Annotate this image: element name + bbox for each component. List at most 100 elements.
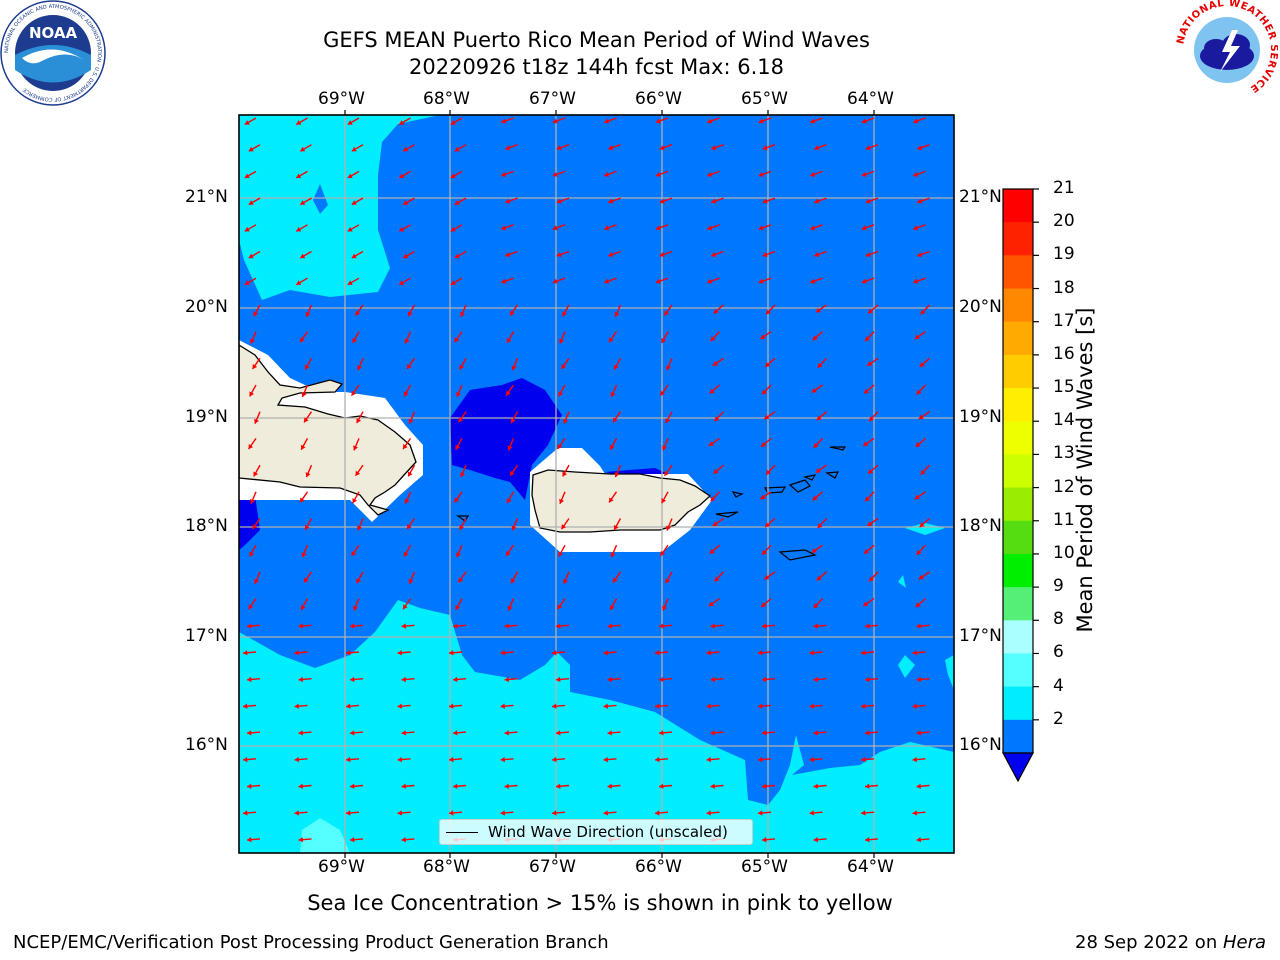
cyan-region-northwest [239, 115, 440, 300]
wind-arrow-head [762, 389, 767, 395]
wind-arrow-head [249, 391, 255, 397]
wind-arrow-head [296, 120, 302, 125]
wind-arrow-head [659, 730, 664, 736]
wind-arrow-head [711, 145, 717, 151]
wind-arrow-head [351, 200, 357, 205]
wind-arrow-head [865, 676, 870, 683]
wind-arrow-head [865, 496, 870, 502]
wind-arrow-head [305, 311, 311, 317]
wind-arrow-head [762, 730, 767, 736]
legend-label: Wind Wave Direction (unscaled) [488, 823, 728, 841]
lat-label-right-20n: 20°N [959, 297, 1002, 317]
wind-arrow-head [356, 418, 362, 424]
lon-label-bottom-67w: 67°W [529, 857, 576, 877]
wind-arrow-head [919, 522, 925, 528]
wind-arrow-head [350, 836, 355, 843]
wind-arrow-head [709, 388, 715, 394]
wind-arrow-head [711, 251, 717, 258]
lon-label-top-68w: 68°W [423, 89, 470, 109]
wind-arrow-head [298, 730, 303, 736]
wind-arrow-head [610, 392, 616, 397]
wind-arrow-head [915, 442, 921, 447]
wind-arrow-head [460, 311, 466, 317]
wind-arrow-head [296, 280, 302, 285]
wind-arrow-head [609, 604, 615, 610]
colorbar-band [1003, 587, 1033, 621]
wind-arrow-head [301, 392, 307, 397]
wind-arrow-head [403, 253, 409, 259]
wind-arrow-head [916, 783, 921, 789]
lat-label-left-18n: 18°N [185, 516, 228, 536]
wind-arrow-head [614, 311, 620, 317]
lon-label-top-64w: 64°W [847, 89, 894, 109]
wind-arrow-head [454, 253, 460, 259]
wind-wave-direction-arrows [242, 117, 931, 843]
wind-arrow-head [294, 703, 299, 709]
wind-arrow-head [453, 783, 458, 789]
cyan-patch-east-2 [898, 575, 906, 588]
colorbar-tick-label: 21 [1053, 178, 1075, 198]
wind-arrow-head [814, 145, 820, 151]
wind-arrow-head [401, 623, 406, 629]
wind-arrow-head [244, 120, 250, 125]
wind-arrow-head [504, 730, 509, 736]
wind-arrow-head [810, 278, 816, 284]
wind-arrow-head [864, 548, 870, 554]
wind-arrow-head [603, 650, 608, 656]
wind-arrow-head [500, 756, 505, 763]
wind-arrow-head [714, 416, 720, 422]
wind-arrow-head [655, 703, 660, 709]
wind-arrow-head [912, 650, 917, 656]
colorbar-band [1003, 222, 1033, 256]
wind-arrow-head [300, 337, 305, 343]
wind-arrow-head [294, 810, 299, 816]
wind-arrow-head [562, 471, 568, 477]
wind-arrow-head [810, 225, 816, 231]
wind-arrow-head [556, 623, 561, 629]
wind-arrow-head [350, 623, 355, 629]
wind-arrow-head [913, 118, 919, 124]
wind-arrow-head [505, 251, 511, 258]
wind-arrow-head [706, 810, 711, 816]
wind-arrow-head [254, 418, 260, 424]
wind-arrow-head [766, 309, 771, 315]
wind-arrow-head [500, 650, 505, 656]
wind-arrow-head [353, 445, 359, 451]
wind-arrow-head [501, 171, 507, 177]
wind-arrow-head [707, 171, 713, 177]
wind-arrow-head [454, 200, 460, 205]
colorbar-tick-label: 11 [1053, 509, 1075, 530]
wind-arrow-head [350, 676, 355, 683]
dark-blue-region-west [239, 490, 260, 550]
wind-arrow-head [764, 574, 770, 580]
wind-arrow-head [253, 471, 259, 477]
wind-arrow-head [403, 551, 409, 557]
wind-arrow-head [655, 278, 661, 284]
wind-arrow-head [456, 552, 462, 558]
wind-arrow-head [399, 280, 405, 285]
wind-arrow-head [662, 445, 668, 451]
wind-arrow-head [609, 444, 615, 450]
wind-arrow-head [764, 414, 770, 420]
wind-arrow-head [563, 418, 569, 424]
wind-arrow-head [607, 783, 612, 789]
wind-arrow-head [561, 524, 567, 530]
colorbar-band [1003, 620, 1033, 654]
colorbar-tick-label: 8 [1053, 609, 1064, 630]
wind-arrow-head [812, 335, 818, 341]
colorbar [1001, 188, 1039, 783]
wind-arrow-head [655, 171, 661, 177]
lat-label-right-21n: 21°N [959, 187, 1002, 207]
wind-arrow-head [300, 604, 306, 610]
wind-arrow-head [558, 551, 564, 557]
wind-arrow-head [659, 676, 664, 683]
wind-arrow-head [510, 470, 515, 476]
colorbar-tick-marks [1033, 188, 1039, 721]
wind-arrow-head [762, 623, 767, 629]
wind-arrow-head [712, 361, 718, 366]
wind-arrow-head [243, 756, 248, 763]
wind-arrow-head [305, 472, 311, 478]
wind-arrow-head [247, 730, 252, 736]
wind-arrow-head [912, 703, 917, 709]
